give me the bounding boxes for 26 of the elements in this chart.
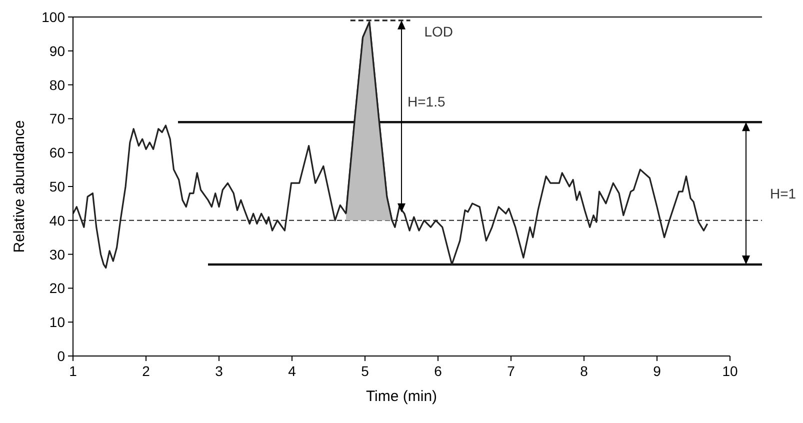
x-axis-title: Time (min) [366, 388, 438, 405]
y-axis-title: Relative abundance [11, 120, 28, 253]
x-tick-label: 4 [288, 363, 296, 379]
y-tick-label: 60 [49, 144, 66, 161]
x-tick-label: 5 [361, 363, 370, 379]
y-tick-label: 20 [49, 280, 66, 296]
x-tick-label: 3 [215, 363, 224, 379]
x-tick-label: 10 [722, 363, 738, 379]
y-tick-label: 0 [57, 348, 66, 364]
text: H=1 [770, 185, 796, 202]
y-tick-label: 100 [42, 9, 66, 25]
y-tick-label: 80 [49, 76, 66, 93]
y-tick-label: 30 [49, 246, 66, 262]
x-tick-label: 8 [580, 363, 588, 379]
annotation: H=1.5 [408, 94, 446, 110]
y-tick-label: 40 [49, 212, 66, 228]
y-tick-label: 10 [49, 314, 66, 330]
x-tick-label: 6 [434, 363, 442, 379]
x-tick-label: 1 [69, 363, 78, 379]
x-tick-label: 7 [507, 363, 516, 379]
x-tick-label: 9 [653, 363, 662, 379]
x-tick-label: 2 [142, 363, 150, 379]
y-tick-label: 90 [49, 42, 66, 59]
y-tick-label: 70 [49, 110, 66, 127]
annotation: LOD [424, 23, 454, 40]
y-tick-label: 50 [49, 178, 66, 194]
